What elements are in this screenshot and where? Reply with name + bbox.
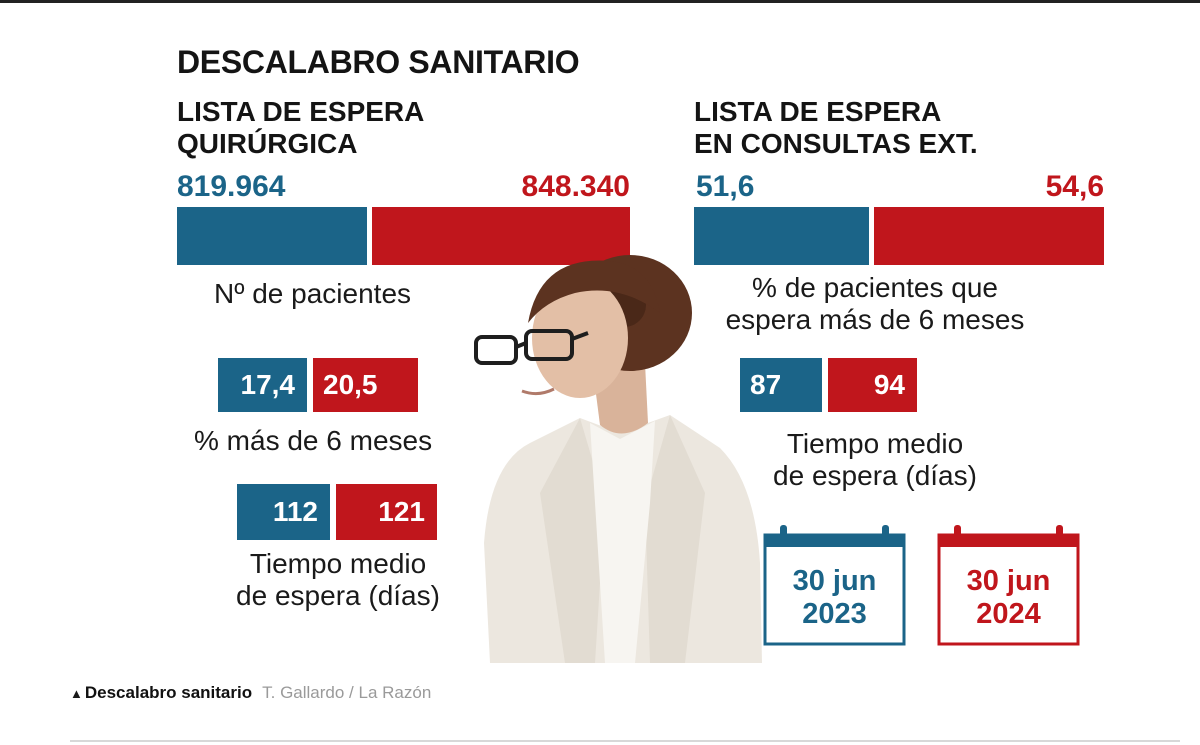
- jacket-lapel-left: [540, 418, 605, 663]
- jacket-lapel-right: [645, 415, 705, 663]
- glasses-left-lens: [474, 335, 518, 365]
- triangle-up-icon: ▲: [70, 686, 83, 701]
- consult-wait-label-line2: de espera (días): [773, 460, 977, 491]
- pct-over6-2024-value: 20,5: [323, 369, 378, 400]
- right-subtitle-line2: EN CONSULTAS EXT.: [694, 128, 978, 159]
- consult-wait-2023-value: 87: [750, 369, 782, 400]
- consult-pct-label-line1: % de pacientes que: [752, 272, 998, 303]
- legend-2023-text: 30 jun 2023: [763, 565, 906, 631]
- consult-pct-2024-bar: [874, 207, 1104, 265]
- calendar-2024-icon: [937, 525, 1080, 646]
- patients-2024-value: 848.340: [521, 170, 630, 203]
- consult-pct-label: % de pacientes que espera más de 6 meses: [690, 272, 1060, 336]
- wait-time-label: Tiempo medio de espera (días): [200, 548, 476, 612]
- wait-time-label-line1: Tiempo medio: [249, 548, 427, 579]
- shirt-shape: [590, 421, 655, 663]
- patients-2023-value: 819.964: [177, 170, 286, 203]
- pct-over6-2024-box: 20,5: [313, 358, 418, 412]
- left-subtitle-line2: QUIRÚRGICA: [177, 128, 358, 159]
- wait-time-2023-box: 112: [237, 484, 330, 540]
- mouth-shape: [521, 387, 555, 396]
- pct-over6-2023-value: 17,4: [240, 369, 296, 400]
- glasses-arm: [571, 331, 589, 341]
- legend-2023-line2: 2023: [802, 598, 867, 630]
- consult-pct-2023-bar: [694, 207, 869, 265]
- wait-time-2024-box: 121: [336, 484, 437, 540]
- consult-pct-2023-value: 51,6: [696, 170, 755, 203]
- patients-2024-bar: [372, 207, 630, 265]
- patients-label: Nº de pacientes: [214, 278, 412, 309]
- calendar-2023-icon: [763, 525, 906, 646]
- caption-title: ▲ Descalabro sanitario: [70, 683, 252, 703]
- consult-wait-2024-value: 94: [873, 369, 905, 400]
- caption: ▲ Descalabro sanitario T. Gallardo / La …: [70, 683, 431, 703]
- consult-pct-2024-value: 54,6: [1045, 170, 1104, 203]
- left-subtitle-line1: LISTA DE ESPERA: [177, 96, 425, 127]
- consult-wait-label: Tiempo medio de espera (días): [740, 428, 1010, 492]
- left-subtitle: LISTA DE ESPERA QUIRÚRGICA: [177, 96, 424, 160]
- consult-wait-label-line1: Tiempo medio: [786, 428, 964, 459]
- wait-time-2024-value: 121: [378, 496, 425, 527]
- glasses-bridge: [515, 341, 527, 349]
- right-subtitle: LISTA DE ESPERA EN CONSULTAS EXT.: [694, 96, 978, 160]
- caption-credit: T. Gallardo / La Razón: [262, 683, 432, 702]
- legend-2024-text: 30 jun 2024: [937, 565, 1080, 631]
- bottom-divider: [70, 740, 1180, 742]
- consult-wait-2023-box: 87: [740, 358, 822, 412]
- patients-2023-bar: [177, 207, 367, 265]
- minister-photo: [474, 255, 762, 663]
- legend-2024-line1: 30 jun: [966, 565, 1051, 597]
- chart-title: DESCALABRO SANITARIO: [177, 44, 580, 80]
- legend-2023: 30 jun 2023: [763, 523, 906, 646]
- consult-wait-2024-box: 94: [828, 358, 917, 412]
- pct-over6-label: % más de 6 meses: [194, 425, 433, 456]
- pct-over6-2023-box: 17,4: [218, 358, 307, 412]
- top-border: [0, 0, 1200, 3]
- consult-pct-label-line2: espera más de 6 meses: [725, 304, 1025, 335]
- right-subtitle-line1: LISTA DE ESPERA: [694, 96, 942, 127]
- hair-front: [528, 260, 660, 323]
- wait-time-label-line2: de espera (días): [236, 580, 440, 611]
- wait-time-2023-value: 112: [272, 496, 318, 527]
- legend-2023-line1: 30 jun: [792, 565, 877, 597]
- legend-2024: 30 jun 2024: [937, 523, 1080, 646]
- caption-bold-text: Descalabro sanitario: [84, 683, 253, 702]
- legend-2024-line2: 2024: [976, 598, 1041, 630]
